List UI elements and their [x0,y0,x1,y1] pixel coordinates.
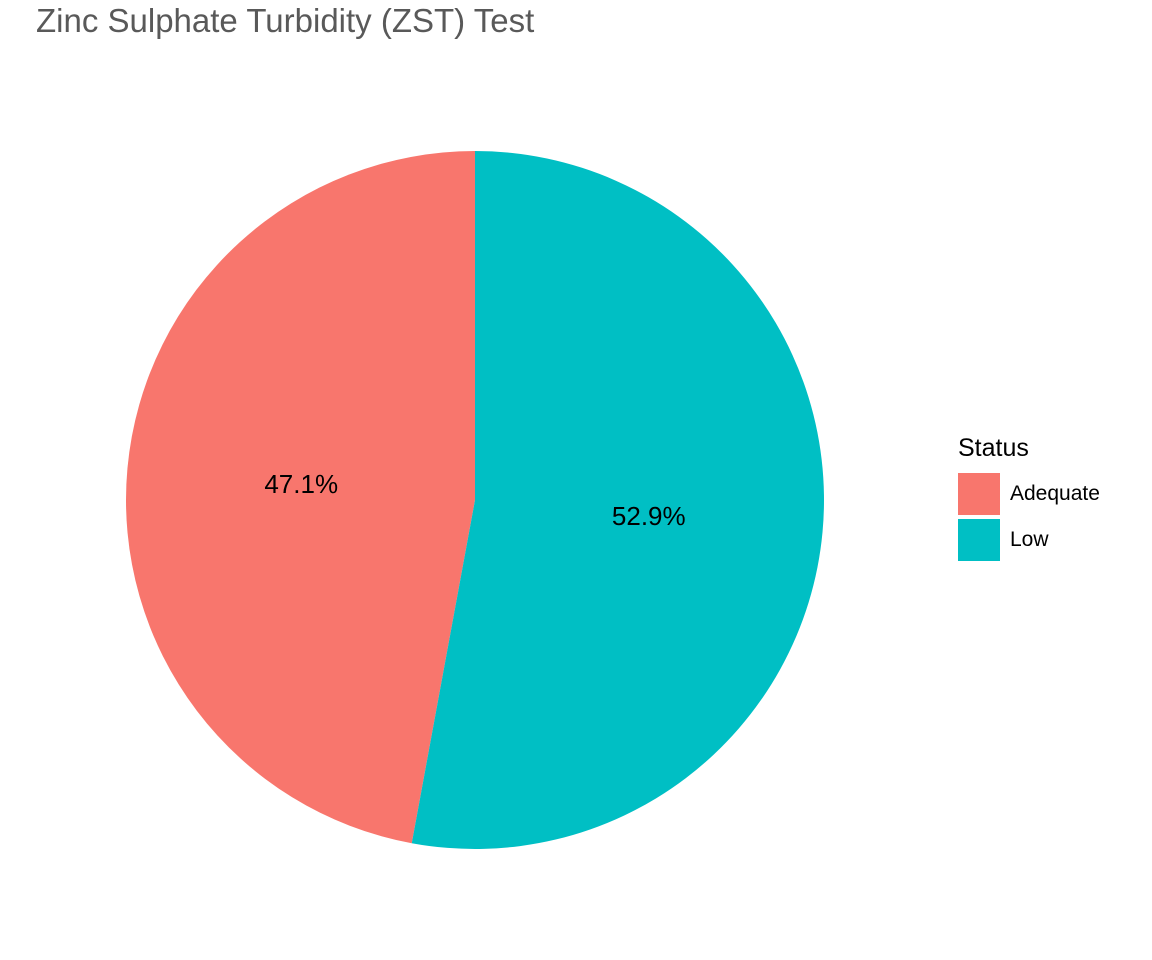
pie-label-low: 52.9% [612,501,686,531]
legend: Status Adequate Low [958,434,1100,563]
legend-title: Status [958,434,1029,462]
pie-label-adequate: 47.1% [264,469,338,499]
chart-title: Zinc Sulphate Turbidity (ZST) Test [36,2,535,39]
legend-label-adequate: Adequate [1010,482,1100,505]
legend-key-adequate [958,473,1000,515]
legend-label-low: Low [1010,528,1049,551]
pie-slice-adequate [125,151,475,844]
pie-slice-low [411,151,824,849]
legend-key-low [958,519,1000,561]
legend-item-adequate: Adequate [958,471,1100,517]
legend-item-low: Low [958,517,1100,563]
